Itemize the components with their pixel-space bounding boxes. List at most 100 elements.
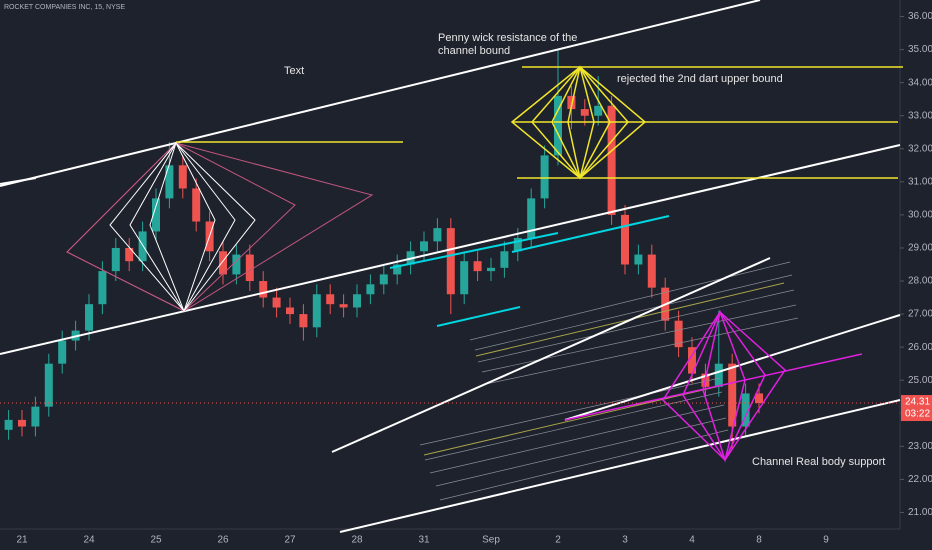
x-tick-label: 27 (284, 535, 296, 546)
x-tick-label: 3 (622, 535, 628, 546)
channel-lines (0, 0, 901, 533)
cyan-line (389, 232, 559, 269)
fib-line (485, 317, 799, 385)
candle-body (44, 363, 53, 407)
candle-body (473, 261, 482, 272)
candle-body (379, 274, 388, 285)
fib-line (439, 429, 729, 501)
candle-body (554, 95, 562, 156)
candle-body (286, 307, 294, 315)
yellow-diamond (567, 66, 595, 179)
candle-body (125, 247, 134, 262)
candle-body (259, 281, 268, 298)
x-tick-label: 26 (217, 535, 229, 546)
y-tick-label: 28.00 (908, 276, 932, 287)
annotation: Text (284, 65, 305, 77)
channel-line (0, 0, 761, 187)
candle-body (31, 406, 40, 427)
candle-body (580, 109, 589, 116)
candle-body (326, 294, 335, 305)
candle-body (272, 297, 281, 308)
candle-body (433, 228, 442, 242)
annotation: rejected the 2nd dart upper bound (617, 73, 783, 85)
y-tick-label: 22.00 (908, 474, 932, 485)
candle-body (714, 363, 723, 387)
y-tick-label: 21.00 (908, 507, 932, 518)
candle-body (111, 247, 120, 272)
candle-body (192, 188, 201, 222)
price-axis: 21.0022.0023.0024.0025.0026.0027.0028.00… (0, 11, 932, 546)
fan-diamond (149, 141, 216, 313)
channel-line (0, 177, 37, 185)
magenta-line (564, 353, 863, 421)
candle-body (420, 241, 428, 252)
candle-body (98, 271, 107, 305)
yellow-diamond (531, 65, 629, 180)
y-tick-label: 27.00 (908, 309, 932, 320)
y-tick-label: 30.00 (908, 210, 932, 221)
candle-body (741, 393, 750, 427)
candle-body (299, 314, 308, 328)
countdown-label: 03:22 (905, 409, 930, 420)
candle-body (487, 267, 495, 272)
candle-body (353, 294, 361, 308)
candle-body (500, 251, 509, 268)
y-tick-label: 35.00 (908, 44, 932, 55)
annotation: Penny wick resistance of the channel bou… (438, 32, 578, 57)
x-tick-label: 31 (418, 535, 430, 546)
channel-line (339, 399, 901, 533)
candle-body (232, 254, 241, 275)
y-tick-label: 32.00 (908, 143, 932, 154)
yellow-drawings (176, 65, 903, 180)
candle-body (4, 419, 13, 430)
candle-body (18, 419, 26, 427)
fib-line (474, 274, 793, 351)
channel-line (564, 314, 901, 421)
y-tick-label: 23.00 (908, 441, 932, 452)
y-tick-label: 34.00 (908, 77, 932, 88)
candle-body (647, 254, 656, 288)
candle-body (178, 165, 187, 189)
candle-body (339, 304, 348, 308)
magenta-diamond (702, 309, 746, 463)
cyan-line (436, 306, 521, 327)
cyan-lines (389, 215, 670, 327)
x-tick-label: 9 (823, 535, 829, 546)
candle-body (728, 363, 737, 427)
y-tick-label: 33.00 (908, 110, 932, 121)
candle-body (58, 340, 67, 364)
white-fan (109, 141, 256, 313)
candle-body (621, 214, 629, 265)
x-tick-label: 25 (150, 535, 162, 546)
candle-body (607, 105, 616, 215)
y-tick-label: 29.00 (908, 243, 932, 254)
magenta-drawings (564, 309, 863, 463)
yellow-diamond (551, 65, 611, 180)
channel-line (331, 257, 771, 453)
candle-body (85, 304, 93, 331)
candle-body (393, 264, 402, 275)
fib-line (435, 417, 727, 487)
x-tick-label: Sep (482, 535, 500, 546)
candle-body (674, 320, 683, 348)
candle-body (540, 155, 549, 199)
chart-title: ROCKET COMPANIES INC, 15, NYSE (4, 4, 125, 11)
last-price-label: 24.31 (905, 397, 930, 408)
x-tick-label: 2 (555, 535, 561, 546)
candle-body (513, 238, 522, 252)
yellow-diamond (510, 66, 647, 179)
candle-body (366, 284, 375, 295)
candle-body (634, 254, 643, 265)
x-tick-label: 28 (351, 535, 363, 546)
last-price-box (901, 395, 932, 422)
fib-line (481, 304, 797, 373)
x-tick-label: 21 (16, 535, 28, 546)
annotation: Channel Real body support (752, 456, 886, 468)
x-tick-label: 24 (83, 535, 95, 546)
fib-line (429, 404, 725, 474)
fib-lines (419, 261, 799, 501)
channel-line (0, 144, 901, 355)
candle-body (446, 228, 455, 295)
y-tick-label: 36.00 (908, 11, 932, 22)
